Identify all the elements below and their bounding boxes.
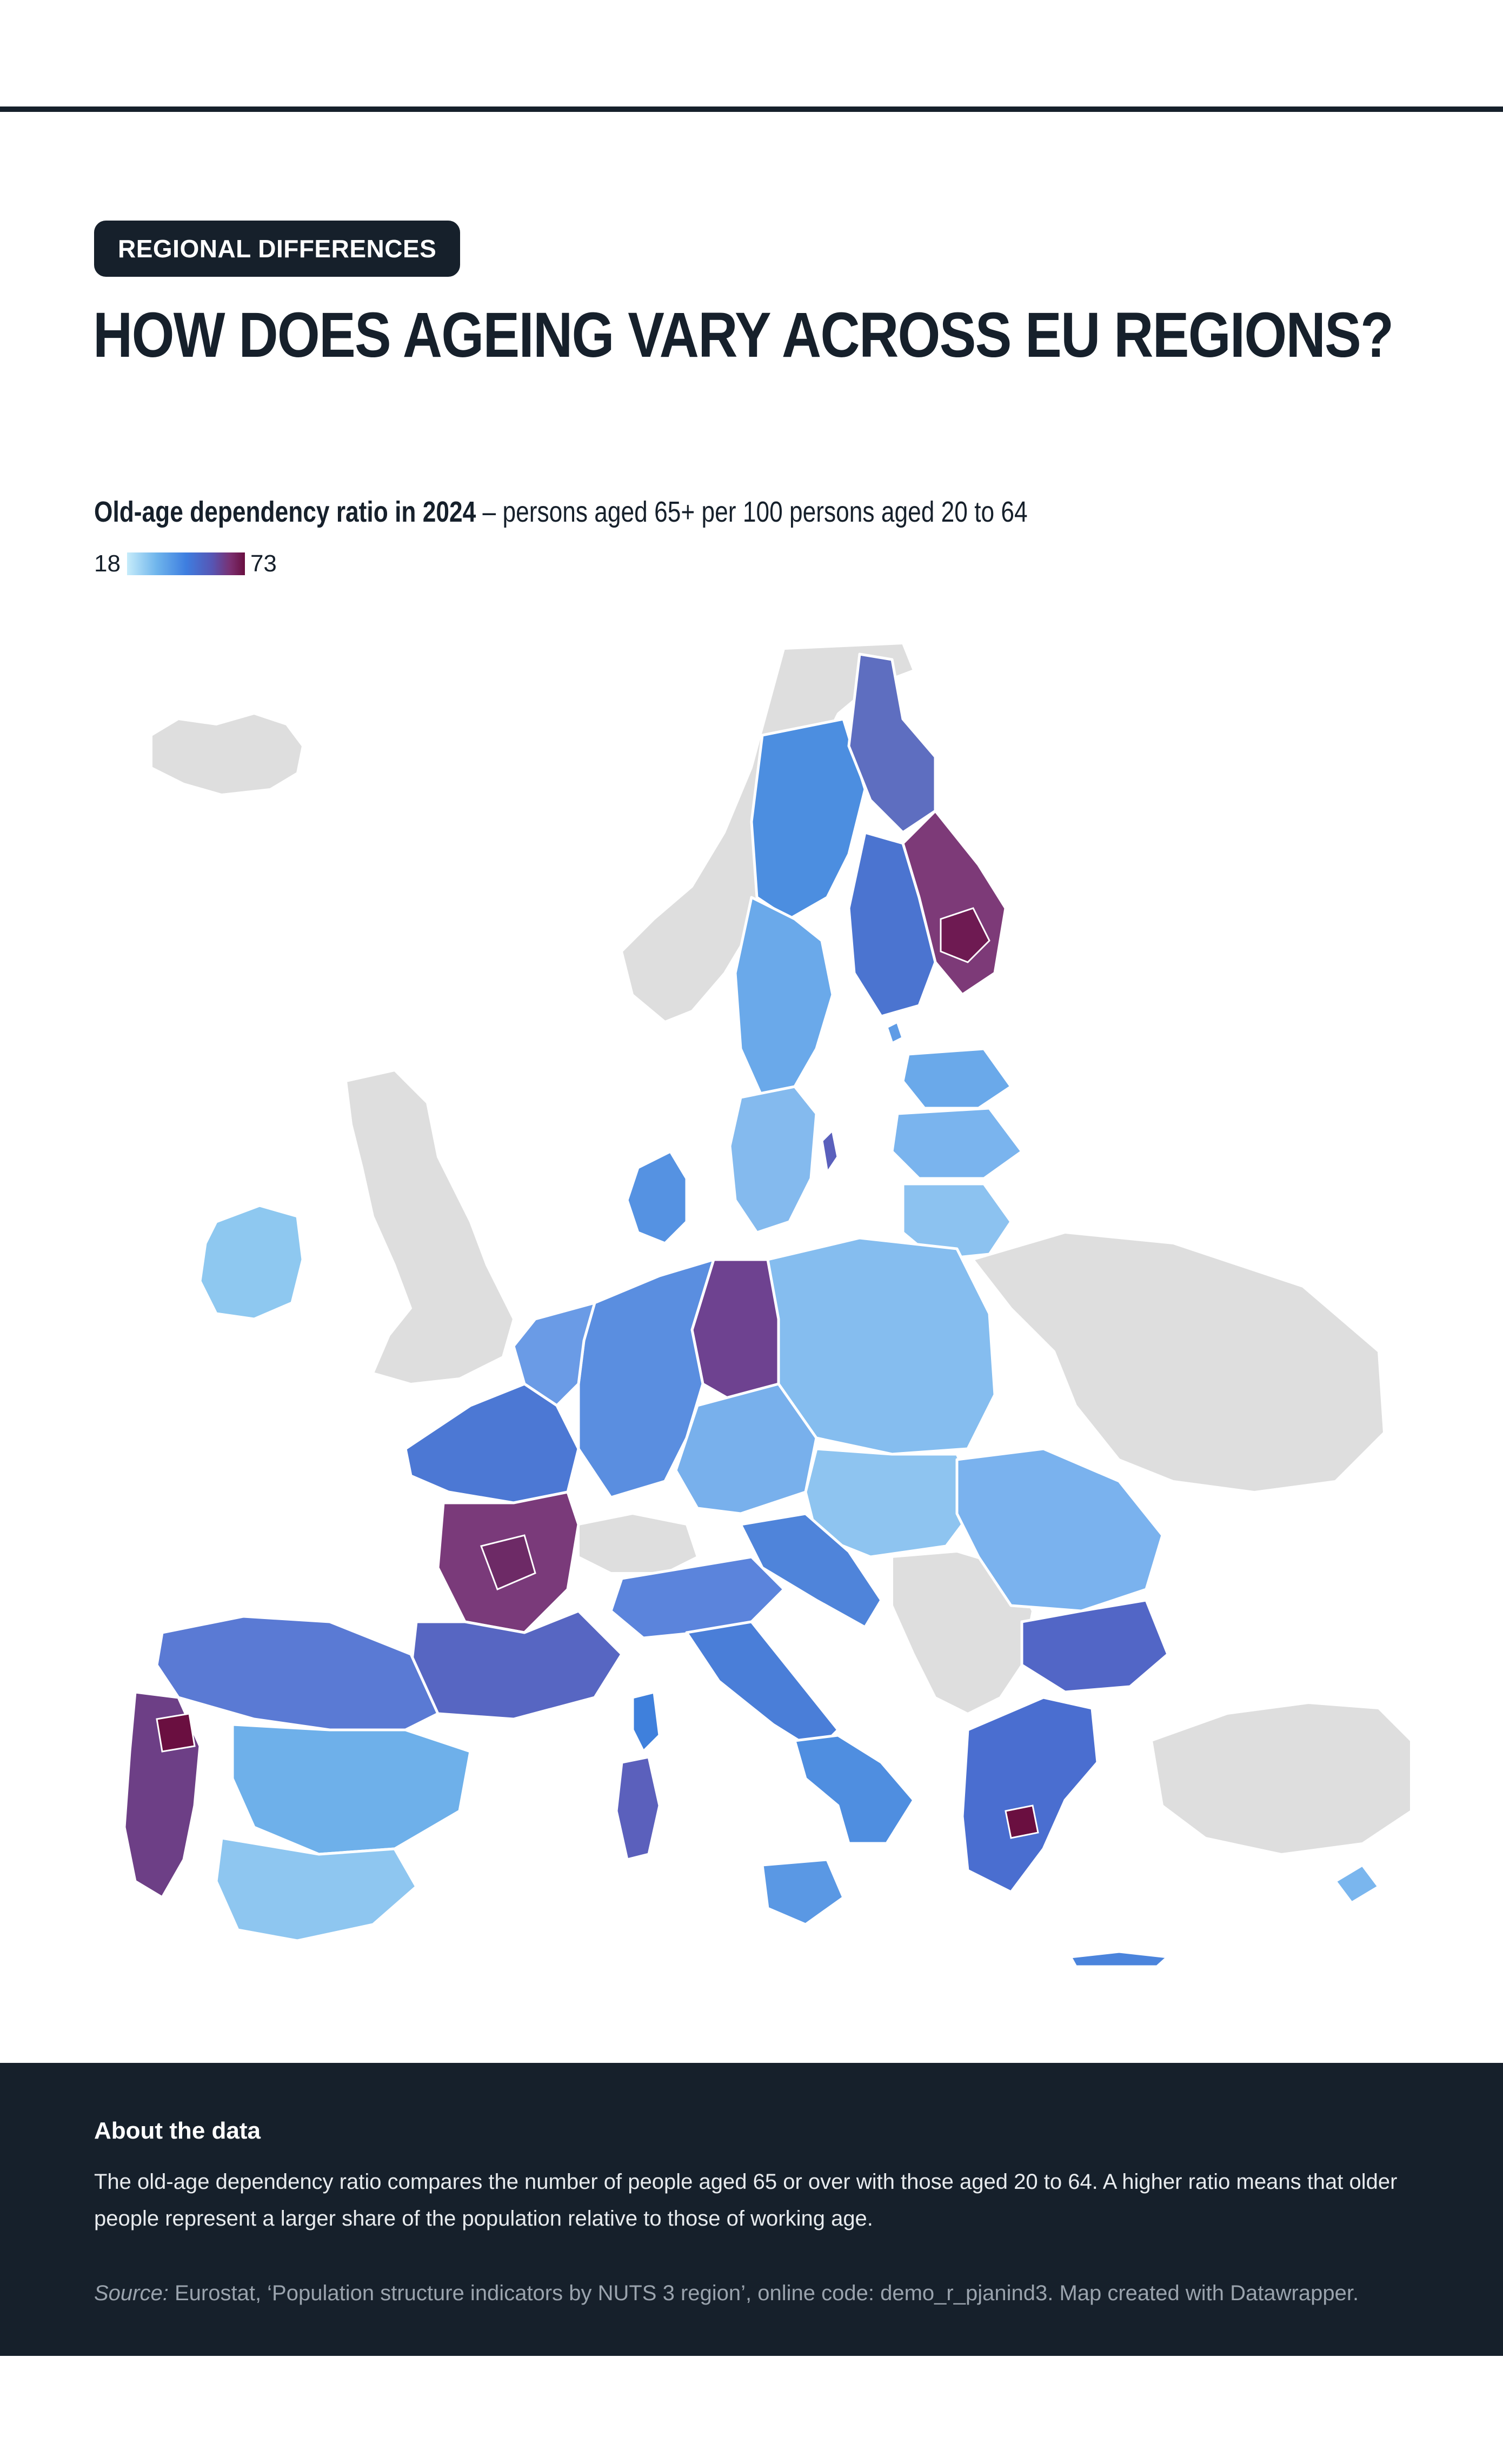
region-crete xyxy=(1069,1950,1169,1968)
hotspot-portugal-north xyxy=(156,1713,196,1753)
region-denmark xyxy=(626,1150,688,1245)
region-aland xyxy=(885,1020,905,1045)
non-eu-land xyxy=(150,642,1412,1856)
chart-subtitle-strong: Old-age dependency ratio in 2024 xyxy=(94,496,476,528)
region-ireland xyxy=(198,1204,304,1321)
legend-gradient-bar xyxy=(127,552,245,575)
region-northern-france xyxy=(404,1382,580,1504)
region-estonia xyxy=(901,1047,1013,1110)
europe-map xyxy=(92,638,1416,1968)
source-label: Source: xyxy=(94,2281,169,2305)
source-text: Eurostat, ‘Population structure indicato… xyxy=(168,2281,1359,2305)
region-central-spain xyxy=(231,1723,472,1856)
region-southern-spain xyxy=(215,1836,418,1942)
about-text: The old-age dependency ratio compares th… xyxy=(94,2170,1398,2230)
source-note: Source: Eurostat, ‘Population structure … xyxy=(94,2278,1402,2308)
hotspot-france-centre xyxy=(480,1534,536,1590)
turkey-shape xyxy=(1150,1701,1412,1856)
region-western-finland xyxy=(847,831,937,1018)
region-bulgaria xyxy=(1020,1599,1169,1694)
region-northern-sweden xyxy=(750,717,867,921)
region-southern-italy xyxy=(793,1734,915,1845)
region-benelux xyxy=(512,1301,596,1407)
section-tag: REGIONAL DIFFERENCES xyxy=(94,221,461,277)
region-southern-sweden xyxy=(728,1085,818,1234)
belarus-ukraine-shape xyxy=(971,1231,1386,1494)
region-central-sweden xyxy=(734,896,834,1099)
about-title: About the data xyxy=(94,2117,261,2144)
region-cyprus xyxy=(1334,1863,1380,1904)
region-austria-czechia xyxy=(674,1382,818,1515)
region-greece xyxy=(961,1696,1099,1894)
footer-panel: About the data The old-age dependency ra… xyxy=(0,2063,1503,2356)
region-romania xyxy=(955,1447,1164,1613)
region-sicily xyxy=(761,1858,845,1926)
region-northern-spain xyxy=(155,1615,440,1732)
chart-subtitle: Old-age dependency ratio in 2024 – perso… xyxy=(94,493,1028,531)
high-ratio-hotspots xyxy=(156,907,1039,1839)
region-gotland xyxy=(820,1128,840,1175)
legend-min-label: 18 xyxy=(94,550,121,577)
region-lithuania xyxy=(901,1182,1013,1261)
switzerland-shape xyxy=(577,1512,699,1574)
top-rule xyxy=(0,106,1503,112)
region-corsica xyxy=(631,1690,661,1753)
region-latvia xyxy=(890,1107,1023,1180)
region-slovakia-hungary xyxy=(804,1447,980,1559)
region-slovenia-croatia xyxy=(739,1512,883,1629)
hotspot-greece-south xyxy=(1005,1804,1039,1839)
great-britain-shape xyxy=(344,1069,515,1386)
region-central-italy xyxy=(685,1620,840,1753)
color-legend: 18 73 xyxy=(94,549,277,579)
hotspot-finland-east xyxy=(940,907,990,963)
region-sardinia xyxy=(615,1755,661,1861)
page-title: HOW DOES AGEING VARY ACROSS EU REGIONS? xyxy=(93,299,1394,371)
iceland-shape xyxy=(150,712,304,796)
chart-subtitle-rest: – persons aged 65+ per 100 persons aged … xyxy=(476,496,1028,528)
legend-max-label: 73 xyxy=(250,550,277,577)
